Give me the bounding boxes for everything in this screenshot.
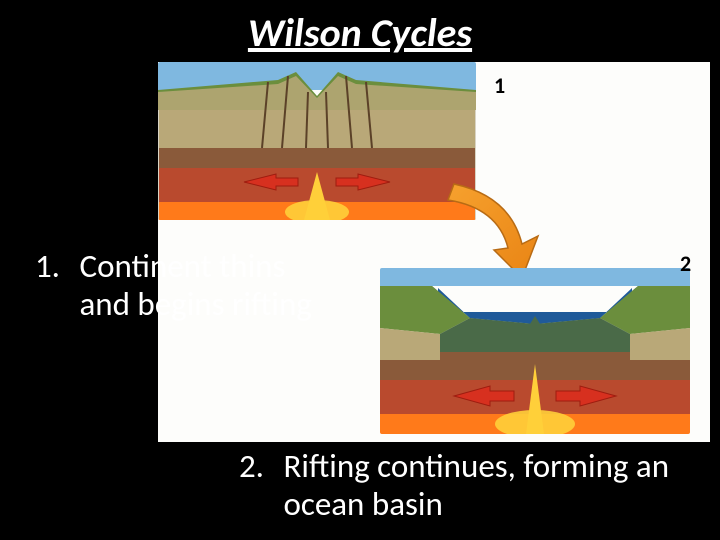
- stage2-diagram: [380, 268, 690, 434]
- bullet-1: 1. Continent thins and begins rifting: [14, 248, 364, 324]
- bullet-1-number: 1.: [14, 248, 60, 286]
- bullet-1-text: Continent thins and begins rifting: [67, 248, 327, 324]
- stage1-label: 1: [494, 72, 505, 99]
- page-title: Wilson Cycles: [0, 8, 720, 57]
- bullet-2-text: Rifting continues, forming an ocean basi…: [271, 448, 691, 524]
- bullet-2: 2. Rifting continues, forming an ocean b…: [218, 448, 718, 524]
- bullet-2-number: 2.: [218, 448, 264, 486]
- stage2-label: 2: [680, 250, 691, 277]
- stage1-diagram: [158, 62, 476, 220]
